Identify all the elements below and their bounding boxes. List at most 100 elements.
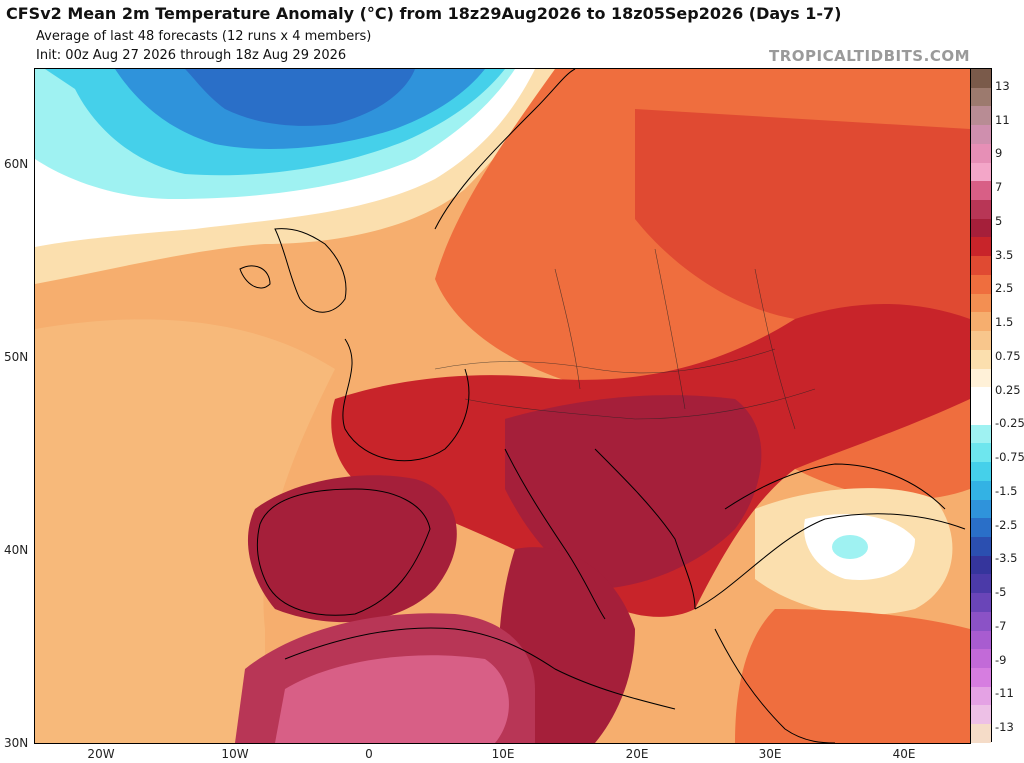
colorbar-tick-label: 7 xyxy=(995,180,1003,195)
country-borders xyxy=(434,248,816,430)
colorbar-swatch xyxy=(971,724,991,743)
coastline-norway xyxy=(434,69,576,230)
colorbar-swatch xyxy=(971,69,991,88)
colorbar-swatch xyxy=(971,200,991,219)
lon-label-30e: 30E xyxy=(758,747,782,761)
colorbar-tick-label: -1.5 xyxy=(995,483,1018,498)
colorbar-swatch xyxy=(971,162,991,182)
anomaly-field-atlantic xyxy=(35,319,335,743)
colorbar-swatch xyxy=(971,405,991,425)
coastline-france-west xyxy=(342,338,470,462)
chart-subtitle-forecasts: Average of last 48 forecasts (12 runs x … xyxy=(36,29,372,44)
colorbar-swatch xyxy=(971,668,991,687)
colorbar-tick-label: 11 xyxy=(995,112,1010,127)
colorbar-swatch xyxy=(971,237,991,257)
lon-label-0: 0 xyxy=(365,747,373,761)
colorbar-swatch xyxy=(971,368,991,388)
colorbar-swatch xyxy=(971,106,991,126)
colorbar-tick-label: 1.5 xyxy=(995,315,1014,330)
colorbar-tick-label: 2.5 xyxy=(995,281,1014,296)
anomaly-map-graphic xyxy=(35,69,970,743)
border-line-3 xyxy=(554,268,581,390)
colorbar-swatch xyxy=(971,218,991,238)
colorbar-swatch xyxy=(971,630,991,650)
colorbar-swatch xyxy=(971,443,991,463)
coastline-north-africa xyxy=(284,627,676,710)
anomaly-field-middle-east xyxy=(735,609,970,743)
colorbar-swatch xyxy=(971,611,991,631)
lat-label-40n: 40N xyxy=(4,543,29,557)
coastline-adriatic xyxy=(594,448,696,610)
coastlines xyxy=(239,69,966,743)
colorbar-tick-label: 0.25 xyxy=(995,382,1021,397)
colorbar-swatch xyxy=(971,293,991,313)
anomaly-field-iberia xyxy=(247,475,457,623)
colorbar-tick-label: 5 xyxy=(995,213,1003,228)
colorbar-swatch xyxy=(971,574,991,594)
brand-watermark: TROPICALTIDBITS.COM xyxy=(769,47,970,65)
colorbar-swatch xyxy=(971,649,991,668)
colorbar-swatch xyxy=(971,387,991,406)
colorbar-tick-label: -3.5 xyxy=(995,551,1018,566)
lon-label-40e: 40E xyxy=(892,747,916,761)
lon-label-10e: 10E xyxy=(491,747,515,761)
colorbar-tick-label: -2.5 xyxy=(995,517,1018,532)
anomaly-field-north-africa-pink xyxy=(275,655,509,743)
coastline-ireland xyxy=(239,265,271,289)
colorbar xyxy=(970,68,992,743)
anomaly-field-anatolia-cool xyxy=(832,535,868,559)
colorbar-swatch xyxy=(971,705,991,725)
colorbar-tick-label: 9 xyxy=(995,146,1003,161)
coastline-great-britain xyxy=(274,228,347,313)
chart-subtitle-init: Init: 00z Aug 27 2026 through 18z Aug 29… xyxy=(36,48,347,63)
colorbar-swatch xyxy=(971,312,991,332)
anomaly-field-east-red xyxy=(635,109,970,369)
colorbar-tick-label: 0.75 xyxy=(995,348,1021,363)
lon-label-20e: 20E xyxy=(625,747,649,761)
colorbar-tick-label: 3.5 xyxy=(995,247,1014,262)
lat-label-30n: 30N xyxy=(4,736,29,750)
colorbar-swatch xyxy=(971,424,991,444)
colorbar-tick-label: -0.25 xyxy=(995,416,1024,431)
colorbar-swatch xyxy=(971,125,991,144)
colorbar-swatch xyxy=(971,518,991,537)
anomaly-map xyxy=(34,68,971,744)
colorbar-swatch xyxy=(971,256,991,275)
colorbar-swatch xyxy=(971,143,991,163)
anomaly-field-balkans xyxy=(505,395,762,589)
border-line-5 xyxy=(754,268,796,430)
colorbar-swatch xyxy=(971,499,991,519)
colorbar-tick-label: -13 xyxy=(995,720,1014,734)
border-line-1 xyxy=(434,348,776,374)
colorbar-swatch xyxy=(971,331,991,350)
colorbar-swatch xyxy=(971,480,991,500)
colorbar-tick-label: -11 xyxy=(995,686,1014,701)
border-line-2 xyxy=(464,388,816,420)
lon-label-10w: 10W xyxy=(221,747,249,761)
anomaly-field-darkblue xyxy=(185,69,415,126)
colorbar-swatch xyxy=(971,274,991,294)
colorbar-swatch xyxy=(971,181,991,201)
lat-label-50n: 50N xyxy=(4,350,29,364)
chart-title: CFSv2 Mean 2m Temperature Anomaly (°C) f… xyxy=(6,4,842,23)
colorbar-tick-label: -5 xyxy=(995,585,1007,600)
colorbar-swatch xyxy=(971,686,991,706)
coastline-levant xyxy=(714,628,836,743)
lat-label-60n: 60N xyxy=(4,157,29,171)
coastline-black-sea-north xyxy=(724,463,946,510)
colorbar-tick-label: -9 xyxy=(995,652,1007,667)
colorbar-tick-label: -0.75 xyxy=(995,450,1024,465)
colorbar-swatch xyxy=(971,349,991,369)
colorbar-swatch xyxy=(971,536,991,556)
coastline-italy xyxy=(504,448,606,620)
border-line-4 xyxy=(654,248,686,410)
colorbar-tick-label: -7 xyxy=(995,618,1007,633)
colorbar-swatch xyxy=(971,462,991,481)
coastline-iberia xyxy=(256,488,431,616)
coastline-black-sea-south xyxy=(694,513,966,610)
colorbar-tick-label: 13 xyxy=(995,79,1010,93)
colorbar-swatch xyxy=(971,87,991,107)
colorbar-swatch xyxy=(971,555,991,575)
lon-label-20w: 20W xyxy=(87,747,115,761)
colorbar-swatch xyxy=(971,593,991,612)
